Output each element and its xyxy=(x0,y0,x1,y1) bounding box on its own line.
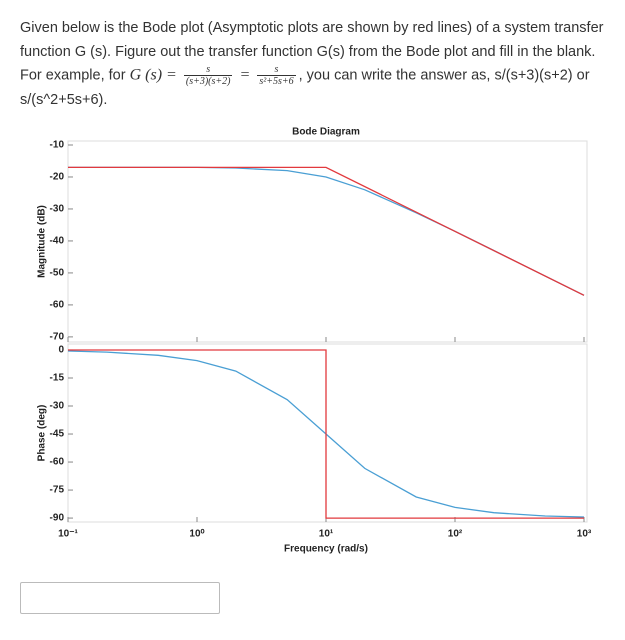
y-tick-label: -45 xyxy=(50,429,65,440)
question-text: For example, for xyxy=(20,67,126,84)
x-axis-label: Frequency (rad/s) xyxy=(284,544,368,555)
fraction: s s²+5s+6 xyxy=(257,64,296,87)
question-line: Given below is the Bode plot (Asymptotic… xyxy=(20,20,604,36)
y-tick-label: -50 xyxy=(50,268,65,279)
y-axis-label: Phase (deg) xyxy=(37,405,48,462)
denominator: s²+5s+6 xyxy=(257,75,296,87)
y-tick-label: -40 xyxy=(50,236,65,247)
x-tick-label: 10³ xyxy=(577,529,592,540)
chart-title: Bode Diagram xyxy=(292,127,360,138)
y-tick-label: -90 xyxy=(50,513,65,524)
question-line: s/(s^2+5s+6). xyxy=(20,92,108,108)
math: G (s) = xyxy=(129,66,177,84)
denominator: (s+3)(s+2) xyxy=(183,75,233,87)
y-tick-label: -75 xyxy=(50,485,65,496)
y-tick-label: -15 xyxy=(50,373,65,384)
y-tick-label: -30 xyxy=(50,401,65,412)
y-tick-label: -10 xyxy=(50,140,65,151)
question-line: function G (s). Figure out the transfer … xyxy=(20,44,596,60)
x-tick-label: 10⁰ xyxy=(189,529,204,540)
math: = xyxy=(239,66,251,84)
x-tick-label: 10⁻¹ xyxy=(58,529,78,540)
fraction: s (s+3)(s+2) xyxy=(183,64,233,87)
x-tick-label: 10² xyxy=(448,529,463,540)
x-tick-label: 10¹ xyxy=(319,529,334,540)
y-tick-label: -60 xyxy=(50,300,65,311)
y-tick-label: -70 xyxy=(50,332,65,343)
plot-area xyxy=(67,343,588,523)
y-tick-label: -20 xyxy=(50,172,65,183)
question-text: , you can write the answer as, s/(s+3)(s… xyxy=(298,67,590,84)
y-tick-label: -60 xyxy=(50,457,65,468)
question-line: For example, for G (s) = s (s+3)(s+2) = s… xyxy=(20,64,590,87)
y-tick-label: -30 xyxy=(50,204,65,215)
y-tick-label: 0 xyxy=(58,345,64,356)
numerator: s xyxy=(206,64,211,75)
y-axis-label: Magnitude (dB) xyxy=(37,205,48,278)
numerator: s xyxy=(274,64,279,75)
answer-input[interactable] xyxy=(20,582,220,614)
series-line xyxy=(68,166,585,296)
bode-figure: Bode Diagram Magnitude (dB) -10 -20 -30 -40 -5… xyxy=(37,127,592,555)
plot-area xyxy=(67,140,588,343)
series-line xyxy=(68,349,584,519)
